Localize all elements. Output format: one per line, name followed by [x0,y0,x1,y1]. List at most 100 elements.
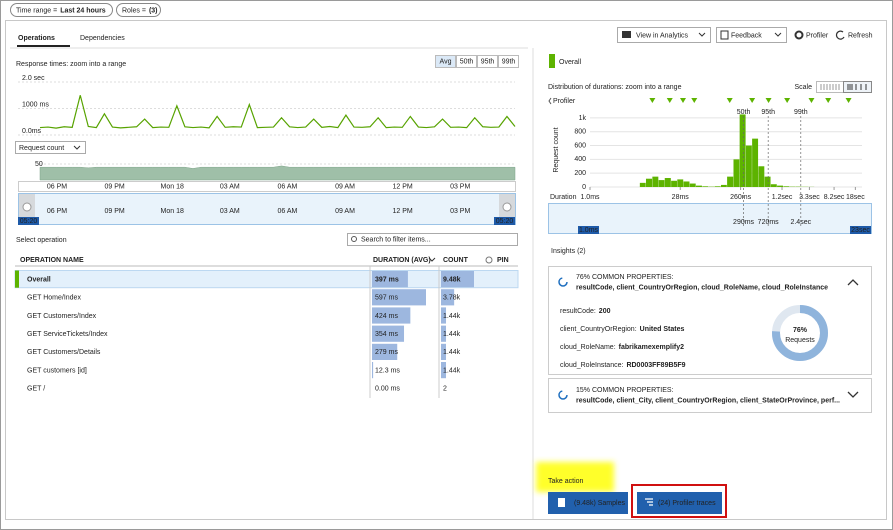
property-value: 200 [599,308,611,315]
filter-value: (3) [149,7,158,14]
insight-card[interactable] [548,378,872,413]
operation-name: GET Customers/Index [27,313,97,320]
insight-header: 76% COMMON PROPERTIES: [576,274,674,281]
property-value: fabrikamexemplify2 [619,344,684,351]
duration-brush[interactable] [548,203,872,234]
filter-pill[interactable] [116,3,161,17]
profiler-marker[interactable] [726,98,733,103]
aggregation-button[interactable] [498,55,519,68]
insight-icon [558,277,568,287]
filter-pill[interactable] [10,3,113,17]
histogram-bar [764,176,771,187]
aggregation-button[interactable] [456,55,477,68]
profiler-bracket [548,97,552,105]
duration-label: 12.3 ms [375,367,400,374]
aggregation-label: 50th [460,58,474,65]
profiler-marker[interactable] [825,98,832,103]
histogram-bar [702,186,709,187]
count-label: 1.44k [443,331,461,338]
aggregation-button[interactable] [477,55,498,68]
histogram-bar [664,178,671,187]
feedback-button[interactable] [716,27,787,43]
profiler-button[interactable] [637,492,722,514]
histogram-bar [658,180,665,187]
time-label: 03 PM [450,183,470,190]
aggregation-button[interactable] [435,55,456,68]
profiler-marker[interactable] [845,98,852,103]
count-bar [441,343,447,360]
search-box[interactable] [347,233,518,246]
time-brush[interactable] [18,193,516,225]
column-header: DURATION (AVG) [373,257,431,264]
time-label: 06 AM [277,183,297,190]
count-label: 2 [443,386,447,393]
range-label: 23sec [851,227,870,234]
profiler-icon [645,498,653,506]
profiler-marker[interactable] [808,98,815,103]
time-label: 09 PM [104,183,124,190]
range-label: 1.0ms [579,227,599,234]
y-tick-label: 1k [579,115,587,122]
profiler-marker[interactable] [666,98,673,103]
duration-bar [372,289,426,306]
y-tick-label: 800 [574,129,586,136]
tab[interactable]: Operations [18,35,55,42]
search-icon [351,236,357,242]
column-header: PIN [497,257,509,264]
button-label[interactable]: (24) Profiler traces [658,500,716,507]
tab[interactable]: Dependencies [80,35,125,42]
profiler-marker[interactable] [765,98,772,103]
time-label: 03 PM [450,208,470,215]
histogram-bar [689,183,696,187]
toolbar-label[interactable]: Refresh [848,32,873,39]
operation-name: GET ServiceTickets/Index [27,331,108,338]
range-handle-label [850,226,871,234]
x-axis-label: Duration [550,194,577,201]
collapse-icon[interactable] [847,279,859,286]
count-bar [441,362,447,379]
duration-label: 354 ms [375,331,398,338]
profiler-marker[interactable] [649,98,656,103]
toolbar-label[interactable]: View in Analytics [636,32,689,39]
insight-header: 15% COMMON PROPERTIES: [576,387,674,394]
profiler-marker[interactable] [749,98,756,103]
histogram-bar [714,186,721,187]
handle-knob [22,202,32,212]
range-handle-label [578,226,599,234]
count-label: 1.44k [443,313,461,320]
filter-label: Roles = [122,7,146,14]
histogram-bar [652,176,659,187]
percentile-value: 720ms [758,219,780,226]
profiler-marker[interactable] [680,98,687,103]
count-bar [441,307,447,324]
pin-icon[interactable] [485,256,493,264]
y-tick-label: 0 [582,184,586,191]
samples-icon [558,498,565,507]
red-outline [631,484,727,518]
toolbar-label[interactable]: Feedback [731,32,762,39]
histogram-bar [696,185,702,187]
time-label: 09 AM [335,208,355,215]
y-tick-label: 400 [574,156,586,163]
profiler-marker[interactable] [784,98,791,103]
count-bar [441,289,455,306]
count-label: 1.44k [443,367,461,374]
count-area [39,165,516,181]
donut-arc [772,305,828,361]
button-label[interactable]: (9.48k) Samples [574,500,625,507]
samples-button[interactable] [548,492,628,514]
expand-icon[interactable] [847,391,859,398]
duration-bar [372,362,374,379]
dropdown-label[interactable]: Request count [19,145,64,152]
percentile-name: 95th [761,109,775,116]
property-value: RD0003FF89B5F9 [626,362,685,369]
toolbar-label[interactable]: Profiler [806,32,829,39]
gear-icon [794,30,804,40]
scale-log[interactable] [843,81,872,93]
duration-label: 397 ms [375,276,399,283]
metric-dropdown[interactable] [15,141,86,154]
profiler-marker[interactable] [691,98,698,103]
analytics-button[interactable] [617,27,711,43]
